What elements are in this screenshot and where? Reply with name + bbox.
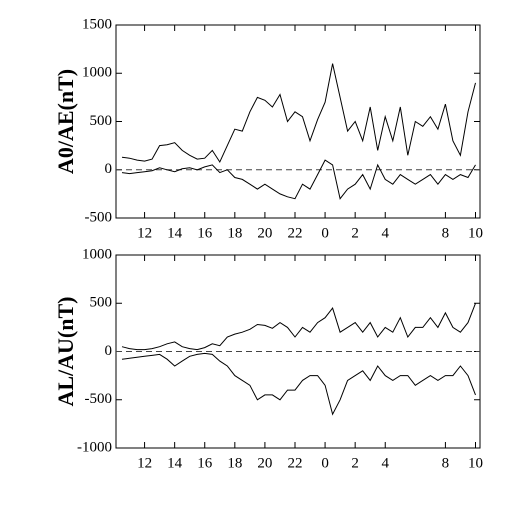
series-line	[121, 63, 476, 164]
x-tick-label: 16	[197, 225, 213, 241]
x-tick-label: 22	[287, 225, 302, 241]
x-tick-label: 18	[227, 225, 242, 241]
y-axis-label: AL/AU(nT)	[53, 296, 78, 406]
y-axis-label: A0/AE(nT)	[53, 69, 78, 174]
x-tick-label: 2	[351, 225, 359, 241]
y-tick-label: 1000	[82, 246, 112, 262]
x-tick-label: 14	[167, 225, 183, 241]
x-tick-label: 10	[468, 225, 483, 241]
x-tick-label: 20	[257, 225, 272, 241]
y-tick-label: 0	[105, 161, 113, 177]
x-tick-label: 14	[167, 455, 183, 471]
y-tick-label: 500	[90, 295, 113, 311]
x-tick-label: 12	[137, 225, 152, 241]
x-tick-label: 22	[287, 455, 302, 471]
x-tick-label: 0	[321, 225, 329, 241]
x-tick-label: 8	[442, 455, 450, 471]
plot-frame	[115, 24, 481, 219]
x-tick-label: 18	[227, 455, 242, 471]
series-line	[121, 303, 476, 351]
x-tick-label: 12	[137, 455, 152, 471]
y-tick-label: 0	[105, 343, 113, 359]
x-tick-label: 20	[257, 455, 272, 471]
x-tick-label: 10	[468, 455, 483, 471]
series-line	[121, 159, 476, 200]
x-tick-label: 4	[381, 225, 389, 241]
x-tick-label: 4	[381, 455, 389, 471]
y-tick-label: -1000	[77, 439, 112, 455]
x-tick-label: 0	[321, 455, 329, 471]
x-tick-label: 2	[351, 455, 359, 471]
x-tick-label: 8	[442, 225, 450, 241]
y-tick-label: 1000	[82, 65, 112, 81]
x-tick-label: 16	[197, 455, 213, 471]
y-tick-label: -500	[85, 209, 113, 225]
y-tick-label: 500	[90, 113, 113, 129]
series-line	[121, 352, 476, 416]
y-tick-label: -500	[85, 391, 113, 407]
y-tick-label: 1500	[82, 16, 112, 32]
